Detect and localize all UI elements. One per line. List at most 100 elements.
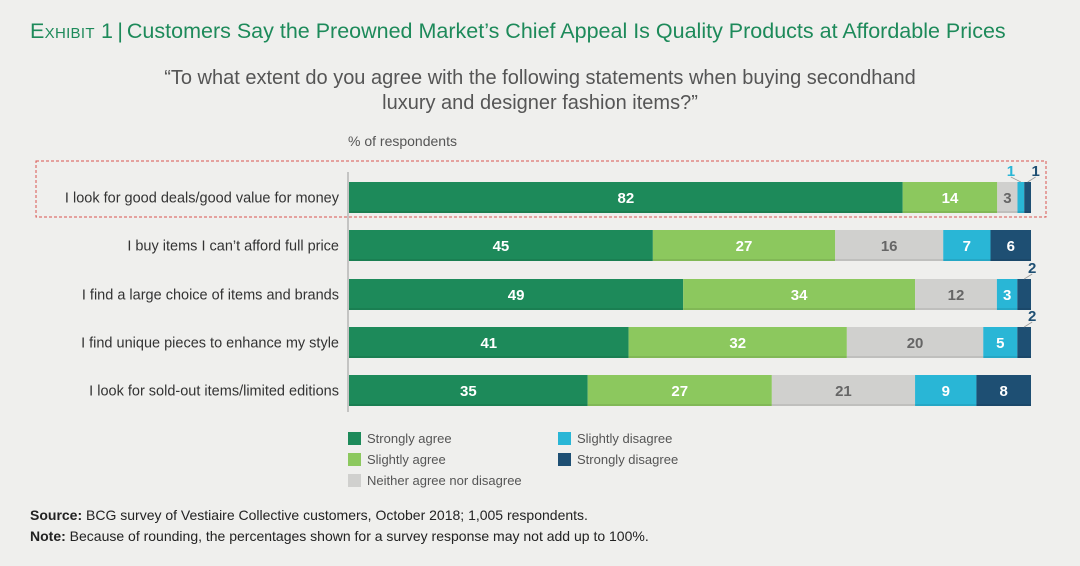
legend-swatch-slightly-disagree <box>558 432 571 445</box>
data-label-strongly-agree-row-2: 45 <box>493 238 510 255</box>
bar-shadow-slightly-agree-row-5 <box>587 404 772 406</box>
category-label-i-look-for-sold-out-items-limited-editions: I look for sold-out items/limited editio… <box>89 384 339 400</box>
bar-shadow-slightly-disagree-row-1 <box>1017 211 1025 213</box>
leader-line-strongly-disagree <box>1027 176 1036 183</box>
category-label-i-look-for-good-deals-good-value-for-money: I look for good deals/good value for mon… <box>65 191 340 207</box>
bar-strongly-agree-row-3 <box>349 279 684 310</box>
data-label-strongly-agree-row-1: 82 <box>618 190 635 207</box>
bar-strongly-disagree-row-3 <box>1017 279 1031 310</box>
category-label-i-find-a-large-choice-of-items-and-brands: I find a large choice of items and brand… <box>82 288 339 304</box>
data-label-slightly-disagree-row-5: 9 <box>942 383 950 400</box>
source-label: Source: <box>30 507 83 523</box>
legend-item-neither-agree-nor-disagree: Neither agree nor disagree <box>348 473 522 488</box>
bar-shadow-slightly-agree-row-2 <box>652 259 836 261</box>
source-text: BCG survey of Vestiaire Collective custo… <box>86 507 588 523</box>
bar-shadow-neither-agree-nor-disagree-row-3 <box>915 308 997 310</box>
data-label-slightly-disagree-row-1: 1 <box>1007 163 1015 180</box>
bar-slightly-agree-row-1 <box>902 182 998 213</box>
data-label-slightly-disagree-row-4: 5 <box>996 335 1004 352</box>
legend-label-strongly-agree: Strongly agree <box>367 431 452 446</box>
bar-strongly-disagree-row-2 <box>990 230 1031 261</box>
source-notes: Source: BCG survey of Vestiaire Collecti… <box>30 505 649 547</box>
data-label-slightly-disagree-row-2: 7 <box>963 238 971 255</box>
legend-swatch-strongly-agree <box>348 432 361 445</box>
note-label: Note: <box>30 528 66 544</box>
data-label-neither-agree-nor-disagree-row-3: 12 <box>948 287 965 304</box>
survey-question: “To what extent do you agree with the fo… <box>0 66 1080 116</box>
bar-shadow-slightly-disagree-row-5 <box>915 404 977 406</box>
bar-slightly-disagree-row-3 <box>996 279 1018 310</box>
legend-swatch-slightly-agree <box>348 453 361 466</box>
data-label-neither-agree-nor-disagree-row-1: 3 <box>1003 190 1011 207</box>
legend-label-neither-agree-nor-disagree: Neither agree nor disagree <box>367 473 522 488</box>
bar-shadow-strongly-agree-row-3 <box>349 308 684 310</box>
category-label-i-find-unique-pieces-to-enhance-my-style: I find unique pieces to enhance my style <box>81 336 339 352</box>
highlight-box <box>35 160 1047 218</box>
bar-neither-agree-nor-disagree-row-4 <box>846 327 984 358</box>
data-label-neither-agree-nor-disagree-row-2: 16 <box>881 238 898 255</box>
bar-strongly-agree-row-4 <box>349 327 629 358</box>
data-label-strongly-disagree-row-1: 1 <box>1031 163 1039 180</box>
bar-neither-agree-nor-disagree-row-5 <box>771 375 916 406</box>
bar-shadow-slightly-disagree-row-3 <box>996 308 1018 310</box>
bar-strongly-agree-row-5 <box>349 375 588 406</box>
bar-shadow-neither-agree-nor-disagree-row-1 <box>997 211 1018 213</box>
bar-shadow-slightly-agree-row-1 <box>902 211 998 213</box>
data-label-neither-agree-nor-disagree-row-5: 21 <box>835 383 852 400</box>
leader-line-strongly-disagree <box>1023 321 1033 328</box>
bar-shadow-slightly-agree-row-4 <box>628 356 847 358</box>
legend-item-slightly-agree: Slightly agree <box>348 452 446 467</box>
bar-slightly-disagree-row-1 <box>1017 182 1025 213</box>
bar-shadow-slightly-disagree-row-4 <box>983 356 1018 358</box>
data-label-strongly-disagree-row-3: 2 <box>1028 260 1036 277</box>
data-label-strongly-agree-row-4: 41 <box>480 335 497 352</box>
bar-slightly-disagree-row-4 <box>983 327 1018 358</box>
bar-slightly-agree-row-4 <box>628 327 847 358</box>
legend-label-slightly-agree: Slightly agree <box>367 452 446 467</box>
data-label-neither-agree-nor-disagree-row-4: 20 <box>907 335 924 352</box>
bar-shadow-neither-agree-nor-disagree-row-4 <box>846 356 984 358</box>
bar-shadow-strongly-agree-row-5 <box>349 404 588 406</box>
bar-slightly-disagree-row-2 <box>943 230 991 261</box>
leader-line-slightly-disagree <box>1010 176 1022 183</box>
axis-note: % of respondents <box>348 133 457 149</box>
title-separator: | <box>117 19 123 43</box>
bar-shadow-strongly-disagree-row-5 <box>976 404 1031 406</box>
survey-question-line-1: “To what extent do you agree with the fo… <box>164 67 916 89</box>
note-line: Note: Because of rounding, the percentag… <box>30 526 649 547</box>
bar-shadow-slightly-disagree-row-2 <box>943 259 991 261</box>
legend-item-strongly-agree: Strongly agree <box>348 431 452 446</box>
data-label-slightly-agree-row-1: 14 <box>942 190 959 207</box>
bar-slightly-agree-row-3 <box>683 279 916 310</box>
chart-title: Customers Say the Preowned Market’s Chie… <box>126 19 1006 43</box>
note-text: Because of rounding, the percentages sho… <box>69 528 649 544</box>
data-label-strongly-disagree-row-2: 6 <box>1007 238 1015 255</box>
bar-shadow-slightly-agree-row-3 <box>683 308 916 310</box>
data-label-strongly-disagree-row-5: 8 <box>1000 383 1008 400</box>
bar-strongly-disagree-row-1 <box>1024 182 1031 213</box>
bar-shadow-neither-agree-nor-disagree-row-2 <box>835 259 944 261</box>
bar-shadow-strongly-agree-row-4 <box>349 356 629 358</box>
legend: Strongly agree Slightly agree Neither agre… <box>348 431 748 493</box>
legend-swatch-neither-agree-nor-disagree <box>348 474 361 487</box>
legend-item-slightly-disagree: Slightly disagree <box>558 431 672 446</box>
bar-strongly-disagree-row-4 <box>1017 327 1031 358</box>
exhibit-kicker: Exhibit 1 <box>30 19 114 43</box>
data-label-strongly-agree-row-3: 49 <box>508 287 525 304</box>
bar-slightly-agree-row-5 <box>587 375 772 406</box>
bar-shadow-strongly-disagree-row-1 <box>1024 211 1031 213</box>
data-label-slightly-agree-row-5: 27 <box>671 383 688 400</box>
legend-swatch-strongly-disagree <box>558 453 571 466</box>
bar-strongly-disagree-row-5 <box>976 375 1031 406</box>
exhibit-title: Exhibit 1 | Customers Say the Preowned Mar… <box>30 19 1006 44</box>
data-label-slightly-agree-row-2: 27 <box>736 238 753 255</box>
data-label-strongly-disagree-row-4: 2 <box>1028 308 1036 325</box>
bar-shadow-strongly-disagree-row-2 <box>990 259 1031 261</box>
survey-question-line-2: luxury and designer fashion items?” <box>382 92 698 114</box>
bar-strongly-agree-row-1 <box>349 182 903 213</box>
bar-neither-agree-nor-disagree-row-2 <box>835 230 944 261</box>
bar-shadow-strongly-disagree-row-4 <box>1017 356 1031 358</box>
source-line: Source: BCG survey of Vestiaire Collecti… <box>30 505 649 526</box>
bar-strongly-agree-row-2 <box>349 230 653 261</box>
